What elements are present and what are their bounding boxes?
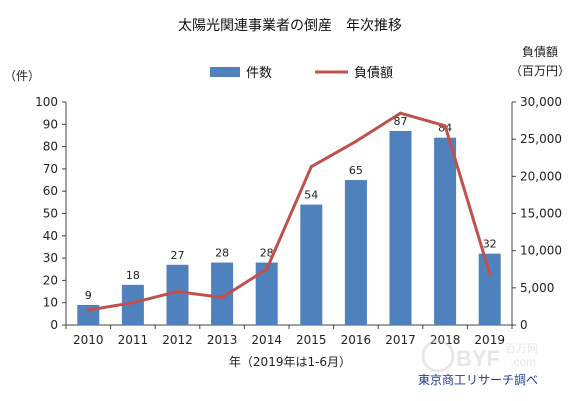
- bar-data-label: 87: [394, 115, 408, 128]
- bar-data-label: 9: [85, 289, 92, 302]
- line-point: [86, 308, 90, 312]
- left-tick-label: 30: [43, 251, 58, 265]
- right-tick-label: 10,000: [520, 244, 562, 258]
- line-point: [443, 124, 447, 128]
- bar-data-label: 18: [126, 269, 140, 282]
- source-note: 東京商工リサーチ調べ: [418, 372, 538, 387]
- bar-data-label: 28: [215, 247, 229, 260]
- bar: [344, 180, 367, 325]
- line-point: [131, 301, 135, 305]
- x-tick-label: 2011: [118, 333, 149, 347]
- x-tick-label: 2017: [385, 333, 416, 347]
- x-tick-label: 2010: [73, 333, 104, 347]
- line-point: [220, 295, 224, 299]
- left-tick-label: 80: [43, 140, 58, 154]
- watermark-logo: BYF 百万网 .com: [421, 339, 538, 373]
- x-tick-label: 2018: [430, 333, 461, 347]
- line-point: [488, 272, 492, 276]
- bar-data-label: 28: [260, 247, 274, 260]
- bar-data-label: 54: [304, 189, 318, 202]
- left-tick-label: 20: [43, 273, 58, 287]
- line-point: [399, 111, 402, 115]
- left-tick-label: 0: [50, 318, 58, 332]
- chart-title: 太陽光関連事業者の倒産 年次推移: [178, 18, 402, 34]
- left-tick-label: 100: [35, 95, 58, 109]
- legend-line-label: 負債額: [354, 66, 393, 81]
- left-tick-label: 40: [43, 229, 58, 243]
- right-axis-unit-line1: 負債額: [522, 44, 558, 59]
- x-tick-label: 2014: [251, 333, 282, 347]
- bar: [300, 204, 323, 325]
- legend-bar-label: 件数: [246, 66, 272, 81]
- x-tick-label: 2013: [207, 333, 238, 347]
- x-axis-title: 年（2019年は1-6月）: [229, 355, 351, 369]
- right-tick-label: 5,000: [520, 281, 554, 295]
- left-tick-label: 50: [43, 207, 58, 221]
- right-tick-label: 30,000: [520, 95, 562, 109]
- left-tick-label: 10: [43, 296, 58, 310]
- x-tick-label: 2019: [474, 333, 505, 347]
- right-axis-unit-line2: （百万円）: [510, 64, 570, 78]
- bar-data-label: 65: [349, 164, 363, 177]
- legend: 件数 負債額: [210, 66, 393, 81]
- right-tick-label: 20,000: [520, 169, 562, 183]
- x-tick-label: 2012: [162, 333, 193, 347]
- line-point: [265, 267, 269, 271]
- line-point: [176, 290, 179, 294]
- tick-labels: 0 10 20 30 40 50 60 70 80 90 100 0 5,000 10,000 15,000…: [35, 95, 562, 347]
- bar: [389, 130, 412, 325]
- watermark-domain: .com: [510, 355, 536, 369]
- bar: [166, 264, 189, 325]
- bar: [121, 284, 144, 325]
- line-point: [309, 165, 313, 169]
- watermark-chinese: 百万网: [505, 342, 538, 355]
- legend-bar-swatch: [210, 67, 240, 77]
- bar: [211, 262, 234, 325]
- left-axis-unit: （件）: [4, 69, 40, 83]
- bar-data-label: 27: [171, 249, 185, 262]
- bar: [255, 262, 278, 325]
- bar: [434, 137, 457, 325]
- bar-series: [77, 130, 501, 325]
- left-tick-label: 60: [43, 184, 58, 198]
- left-tick-label: 70: [43, 162, 58, 176]
- watermark-brand: BYF: [456, 346, 500, 371]
- left-tick-label: 90: [43, 117, 58, 131]
- right-tick-label: 0: [520, 318, 528, 332]
- x-tick-label: 2015: [296, 333, 327, 347]
- line-point: [354, 139, 358, 143]
- right-tick-label: 15,000: [520, 207, 562, 221]
- bar-data-label: 32: [483, 238, 497, 251]
- line-path: [88, 111, 492, 312]
- line-series: [86, 111, 492, 312]
- right-tick-label: 25,000: [520, 132, 562, 146]
- watermark-circle-icon: [421, 339, 455, 373]
- x-tick-label: 2016: [341, 333, 372, 347]
- bar: [478, 253, 501, 325]
